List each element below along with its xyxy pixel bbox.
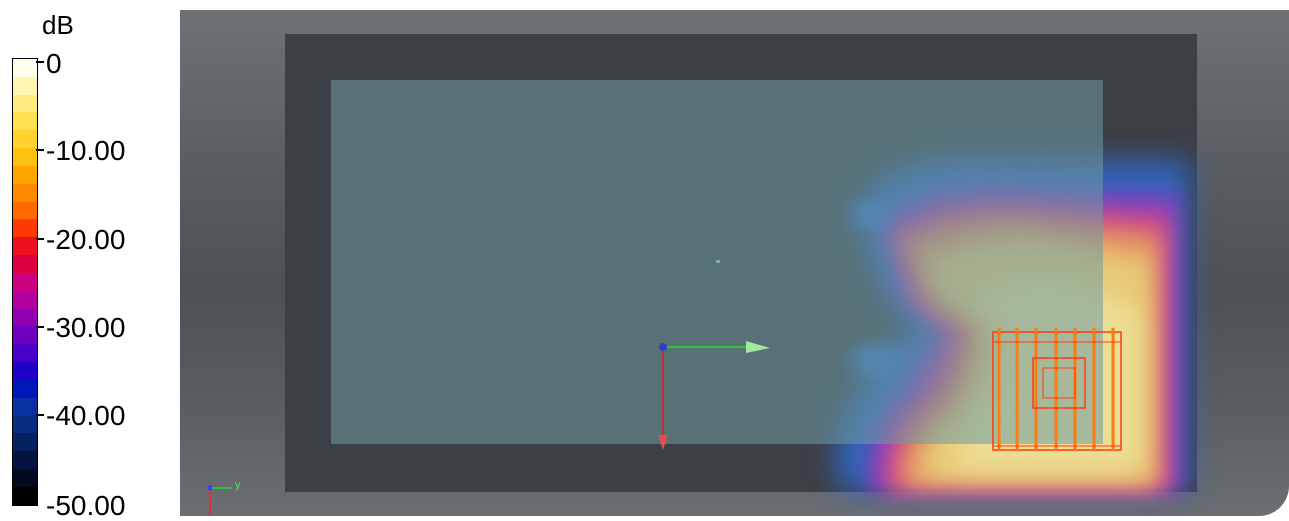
tick-label-1: -10.00 — [46, 135, 126, 166]
tick-mark — [36, 149, 44, 151]
tick-mark — [36, 238, 44, 240]
scene-canvas[interactable]: y — [180, 10, 1289, 516]
tick-label-2: -20.00 — [46, 224, 126, 255]
colorbar-segment — [13, 362, 37, 380]
sound-source-grille — [992, 328, 1122, 451]
colorbar-segment — [13, 112, 37, 131]
tick-label-5: -50.00 — [46, 490, 126, 521]
colorbar-segment — [13, 326, 37, 345]
colorbar-segment — [13, 148, 37, 166]
colorbar-segment — [13, 94, 37, 113]
legend-unit-label: dB — [42, 10, 74, 40]
colorbar-segment — [13, 379, 37, 398]
colorbar-segment — [13, 59, 37, 77]
orientation-triad: y — [207, 479, 241, 516]
tick-mark — [36, 414, 44, 416]
colorbar — [12, 58, 38, 506]
colorbar-segment — [13, 76, 37, 95]
colorbar-segment — [13, 183, 37, 202]
colorbar-segment — [13, 237, 37, 256]
colorbar-segment — [13, 469, 37, 487]
colorbar-segment — [13, 130, 37, 149]
tick-label-0: 0 — [46, 48, 62, 79]
colorbar-segment — [13, 486, 37, 505]
colorbar-segment — [13, 451, 37, 470]
colorbar-legend: dB 0 -10.00 -20.00 -30.00 -40.00 -50.00 — [0, 0, 170, 520]
colorbar-segment — [13, 308, 37, 327]
tick-label-3: -30.00 — [46, 312, 126, 343]
tick-mark — [36, 61, 44, 63]
probe-marker — [716, 260, 720, 263]
origin-axes — [658, 341, 770, 450]
colorbar-segment — [13, 201, 37, 220]
colorbar-segment — [13, 255, 37, 273]
colorbar-segment — [13, 165, 37, 184]
colorbar-segment — [13, 415, 37, 434]
colorbar-segment — [13, 272, 37, 291]
tick-mark — [36, 326, 44, 328]
colorbar-segment — [13, 397, 37, 416]
colorbar-segment — [13, 290, 37, 309]
triad-y-label: y — [235, 479, 241, 491]
3d-viewport[interactable]: y — [180, 10, 1289, 516]
colorbar-segment — [13, 344, 37, 363]
colorbar-segment — [13, 433, 37, 452]
tick-label-4: -40.00 — [46, 400, 126, 431]
colorbar-segment — [13, 219, 37, 238]
